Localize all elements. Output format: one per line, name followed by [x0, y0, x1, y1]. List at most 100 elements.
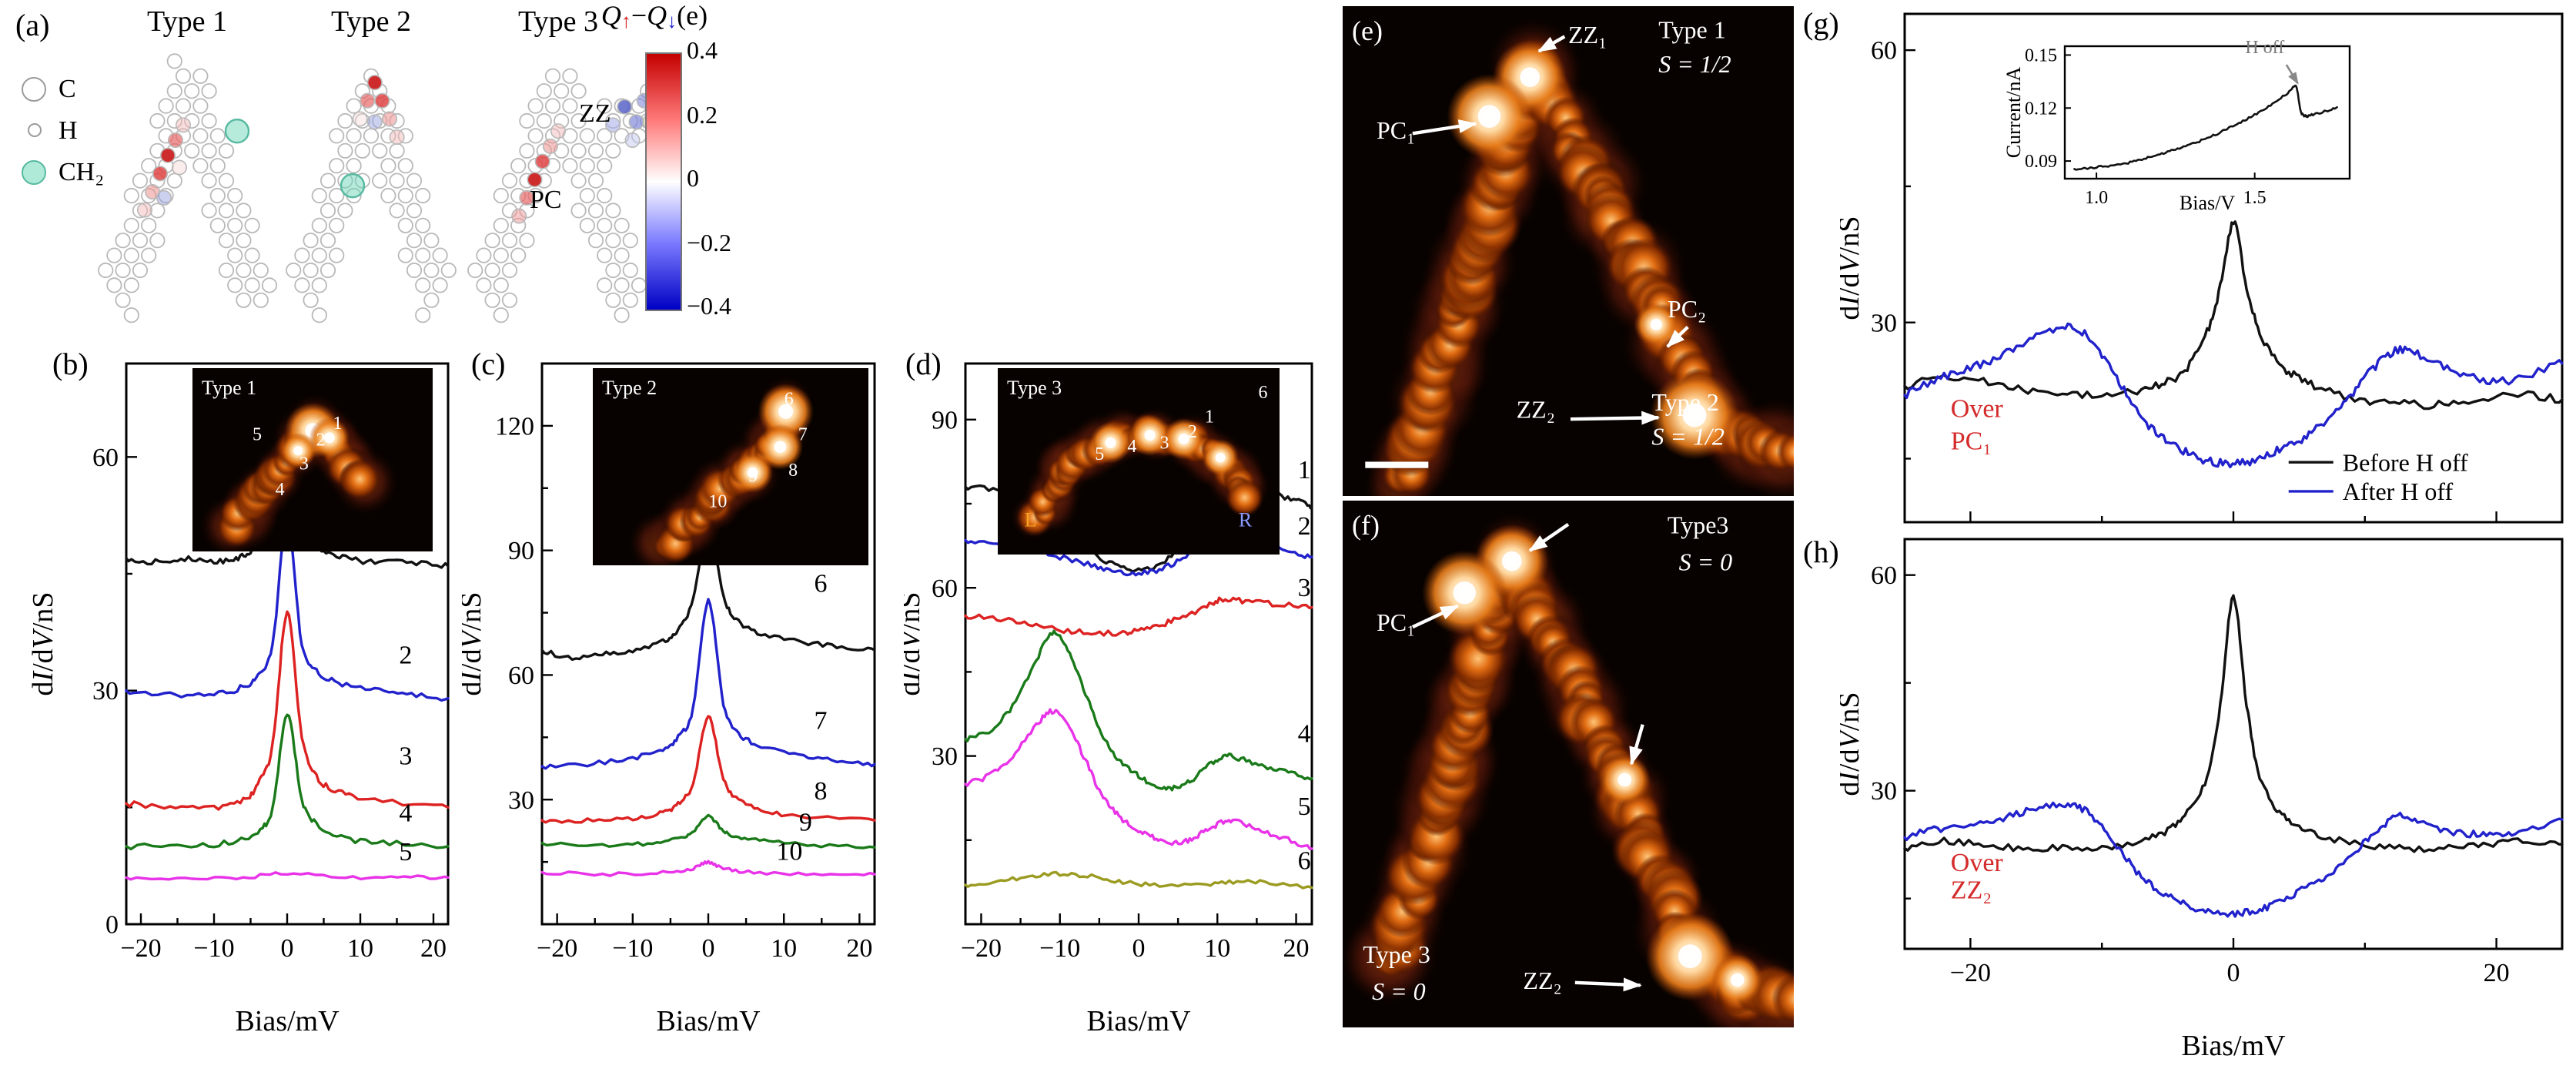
stm-annotation-ZZ₂: ZZ₂ — [1517, 395, 1555, 423]
legend-label: H — [59, 115, 78, 144]
x-tick-label: 20 — [2484, 959, 2510, 987]
annotation-arrow — [1570, 411, 1661, 425]
colorbar-title: Q↑−Q↓(e) — [554, 0, 754, 34]
stm-e-panel-label: (e) — [1352, 15, 1383, 46]
molecule-annotation-ZZ: ZZ — [579, 99, 611, 128]
series-label-2: 2 — [399, 641, 412, 669]
y-tick-label: 90 — [932, 406, 958, 434]
x-tick-label: 0 — [2227, 959, 2240, 987]
chart-c: −20−1001020306090120Bias/mVdI/dV/nS67891… — [462, 347, 881, 1040]
stm-annotation-PC₁: PC₁ — [1377, 608, 1415, 636]
series-d-6 — [964, 870, 1313, 890]
site-number-7: 7 — [798, 425, 808, 445]
annotation-Over: Over — [1951, 394, 2004, 423]
series-label-4: 4 — [399, 799, 412, 828]
y-axis-label: dI/dV/nS — [462, 591, 487, 695]
site-number-2: 2 — [316, 431, 326, 451]
ch2-site — [224, 118, 250, 144]
molecule-svg-1 — [98, 53, 278, 323]
y-axis-label: dI/dV/nS — [904, 591, 926, 695]
site-number-1: 1 — [333, 414, 343, 434]
stm-annotation-ZZ₂: ZZ₂ — [1523, 967, 1561, 994]
x-tick-label: −20 — [537, 934, 577, 963]
y-axis-label: dI/dV/nS — [1840, 692, 1865, 796]
stm-image-f: (f) Type3 S = 0 PC₁ Type 3 S = 0 ZZ₂ — [1343, 501, 1794, 1027]
c-atom-icon — [22, 76, 46, 101]
annotation-arrow — [1574, 977, 1642, 992]
colorbar-tick-0.4: 0.4 — [687, 39, 718, 65]
colorbar-tick-−0.2: −0.2 — [687, 230, 732, 256]
legend-item-ch2: CH₂ — [22, 151, 104, 193]
y-tick-label: 30 — [1871, 309, 1897, 337]
panel-b-label: (b) — [52, 348, 89, 382]
site-number-3: 3 — [1159, 433, 1169, 453]
annotation-arrow — [1412, 119, 1477, 136]
inset-d-svg: Type 3 6 5 4 321 L R — [998, 368, 1280, 555]
series-c-9 — [540, 813, 876, 850]
atom-legend: C H CH₂ — [22, 68, 104, 193]
series-label-10: 10 — [776, 837, 802, 866]
y-tick-label: 0.12 — [2025, 99, 2057, 119]
ch2-site — [340, 173, 366, 199]
annotation-arrow — [1537, 35, 1566, 53]
molecule-svg-3 — [467, 68, 656, 323]
annotation-arrow — [1411, 604, 1460, 629]
site-number-9: 9 — [748, 466, 758, 486]
y-tick-label: 30 — [932, 742, 958, 771]
site-number-5: 5 — [1095, 444, 1104, 464]
x-tick-label: −10 — [193, 934, 234, 963]
site-number-3: 3 — [299, 454, 309, 474]
chart-g_inset-svg: 1.0 1.5 0.09 0.12 0.15 Bias/V Current/nA H off — [2005, 38, 2351, 214]
y-axis-label: dI/dV/nS — [1840, 216, 1865, 320]
x-axis-label: Bias/mV — [2181, 1030, 2286, 1062]
series-label-5: 5 — [399, 838, 412, 866]
y-tick-label: 90 — [508, 537, 534, 565]
y-tick-label: 60 — [1871, 561, 1897, 590]
series-label-6: 6 — [814, 570, 827, 598]
spin-density-spots — [136, 117, 192, 218]
stm-f-svg: (f) Type3 S = 0 PC₁ Type 3 S = 0 ZZ₂ — [1343, 501, 1794, 1027]
molecule-svg-2 — [286, 68, 457, 323]
stm-f-panel-label: (f) — [1352, 510, 1380, 541]
x-tick-label: 10 — [771, 934, 797, 963]
arm-label-L: L — [1025, 509, 1037, 531]
series-c-7 — [540, 598, 876, 770]
annotation-arrow — [1666, 325, 1689, 348]
annotation-arrow — [1629, 724, 1644, 766]
stm-annotation-ZZ₁: ZZ₁ — [1568, 21, 1607, 49]
spin-down-arrow-icon: ↓ — [667, 9, 677, 32]
bright-sites — [280, 402, 350, 469]
colorbar-gradient — [645, 52, 682, 311]
series-b-3 — [125, 610, 450, 811]
x-axis-label: Bias/mV — [235, 1005, 340, 1037]
y-tick-label: 60 — [508, 662, 534, 690]
x-tick-label: −20 — [120, 934, 161, 963]
stm-annotation-S = 0: S = 0 — [1679, 548, 1733, 575]
site-number-2: 2 — [1188, 422, 1197, 442]
y-tick-label: 0 — [105, 911, 119, 940]
stm-annotation-Type 1: Type 1 — [1658, 16, 1726, 44]
panel-h-label: (h) — [1803, 536, 1839, 570]
molecule-type1 — [91, 40, 283, 343]
y-tick-label: 120 — [495, 412, 534, 441]
stm-annotation-S = 0: S = 0 — [1372, 977, 1426, 1005]
x-tick-label: 20 — [1283, 934, 1310, 963]
y-tick-label: 0.15 — [2025, 46, 2057, 66]
panel-a-label: (a) — [15, 9, 50, 43]
y-tick-label: 30 — [508, 786, 534, 815]
x-tick-label: 0 — [702, 934, 715, 963]
site-number-10: 10 — [708, 492, 727, 512]
y-tick-label: 60 — [1871, 37, 1897, 65]
series-b-4 — [125, 713, 450, 851]
x-tick-label: −20 — [1950, 959, 1991, 987]
y-tick-label: 30 — [92, 677, 119, 705]
annotation-ZZ₂: ZZ₂ — [1951, 876, 1992, 905]
series-label-3: 3 — [1298, 574, 1311, 602]
annotation-H off: H off — [2245, 38, 2284, 58]
site-number-4: 4 — [1127, 437, 1136, 457]
